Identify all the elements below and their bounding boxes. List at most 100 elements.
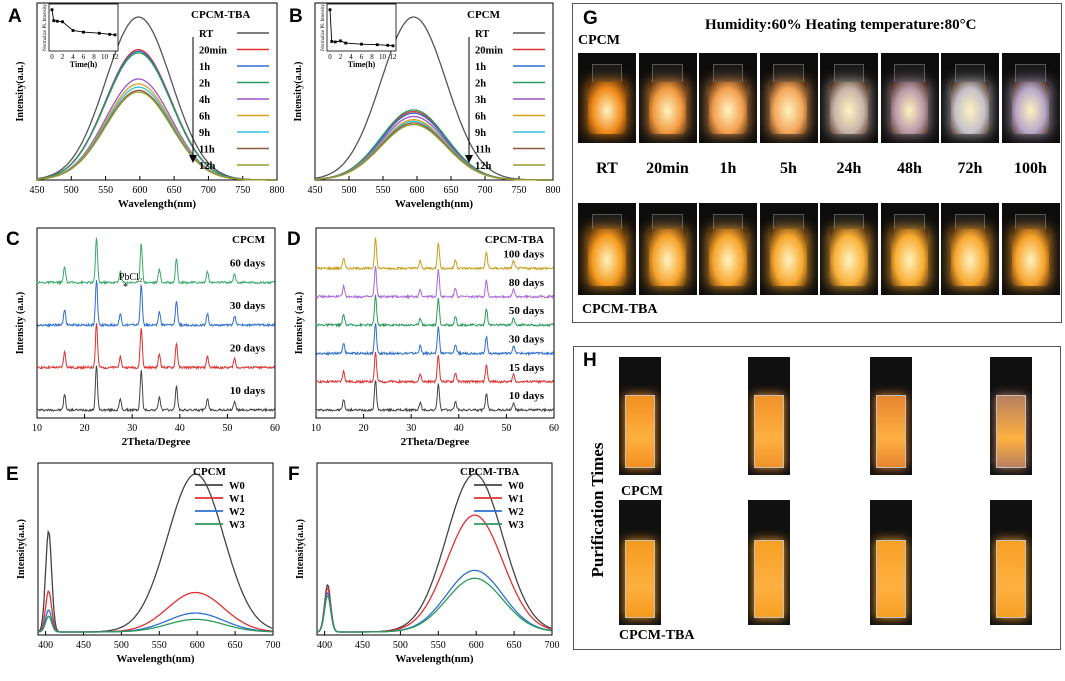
vial-neck [894, 63, 925, 84]
inset-tick-label: 4 [349, 53, 353, 61]
x-tick-label: 600 [190, 640, 205, 651]
plot-frame [316, 462, 553, 636]
inset-point [386, 43, 390, 47]
legend-label: 9h [475, 128, 486, 139]
xrd-pattern [36, 280, 276, 328]
x-tick-label: 550 [98, 185, 113, 196]
time-label: 100h [1014, 160, 1047, 177]
cpcm-cuvette [990, 357, 1032, 475]
cuvette-liquid [753, 394, 785, 468]
x-tick-label: 450 [30, 185, 45, 196]
x-tick-label: 450 [308, 185, 323, 196]
vial-neck [591, 63, 623, 84]
inset-tick-label: 12 [390, 53, 398, 61]
cpcm-vial [699, 53, 757, 143]
vial-liquid [890, 81, 929, 134]
x-tick-label: 650 [444, 185, 459, 196]
x-tick-label: 20 [359, 423, 369, 434]
x-tick-label: 600 [132, 185, 147, 196]
cpcm-tba-vial [578, 203, 636, 295]
xrd-pattern [315, 266, 555, 300]
cpcm-tba-cuvette [619, 500, 661, 625]
inset-point [113, 33, 117, 37]
x-tick-label: 60 [270, 423, 280, 434]
cpcm-cuvette [748, 357, 790, 475]
panel-d-chart: 10 20 30 40 50 60 2Theta/Degree Intensity (a.u.… [287, 227, 559, 448]
inset-tick-label: 2 [339, 53, 343, 61]
x-tick-label: 650 [507, 640, 522, 651]
legend-label: W2 [229, 507, 245, 518]
x-tick-label: 750 [235, 185, 250, 196]
x-tick-label: 50 [501, 423, 511, 434]
time-label: 48h [897, 160, 922, 177]
panel-g-top-label: CPCM [578, 33, 620, 48]
legend-label: 2h [199, 79, 210, 90]
pattern-label: 100 days [503, 249, 544, 261]
time-label: 5h [780, 160, 797, 177]
time-label: 20min [646, 160, 689, 177]
legend-label: 2h [475, 79, 486, 90]
x-tick-label: 450 [76, 640, 91, 651]
y-axis-label: Intensity(a.u.) [15, 61, 26, 121]
legend-title: CPCM [193, 466, 227, 478]
pattern-label: 15 days [509, 362, 545, 374]
inset-point [391, 44, 395, 48]
x-tick-label: 400 [38, 640, 53, 651]
legend-label: W0 [508, 481, 524, 492]
pattern-label: 10 days [230, 385, 266, 397]
y-axis-label: Intensity (a.u.) [294, 292, 305, 355]
x-tick-label: 60 [549, 423, 559, 434]
vial-neck [833, 63, 865, 84]
x-tick-label: 30 [127, 423, 137, 434]
cpcm-vial [578, 53, 636, 143]
legend-label: 11h [199, 145, 215, 156]
inset-point [50, 8, 54, 12]
legend-label: 4h [199, 95, 210, 106]
vial-liquid [1011, 81, 1050, 134]
legend-label: 1h [475, 62, 486, 73]
panel-g-letter: G [583, 8, 598, 29]
vial-liquid [709, 81, 747, 134]
xrd-pattern [315, 351, 555, 385]
inset-point [344, 41, 348, 45]
panel-title: CPCM-TBA [485, 234, 544, 246]
panel-f-chart: 400 450 500 550 600 650 700 Wavelength(nm) Inten… [288, 462, 560, 665]
purification-times-label: Purification Times [588, 442, 607, 578]
cuvette-liquid [753, 540, 785, 618]
x-tick-label: 40 [175, 423, 185, 434]
vial-liquid [769, 81, 808, 134]
pbcl2-marker: * [123, 282, 128, 293]
legend-label: 20min [199, 46, 227, 57]
vial-liquid [769, 228, 808, 286]
x-tick-label: 600 [410, 185, 425, 196]
panel-h-bottom-label: CPCM-TBA [619, 628, 695, 643]
y-axis-label: Intensity(a.u.) [295, 519, 306, 579]
time-label: 72h [957, 160, 983, 177]
panel-e-chart: 400 450 500 550 600 650 700 Wavelength(nm) Inten… [6, 462, 281, 665]
inset-point [52, 19, 56, 23]
x-axis-label: 2Theta/Degree [122, 436, 191, 448]
x-tick-label: 500 [342, 185, 357, 196]
x-tick-label: 550 [376, 185, 391, 196]
inset-point [328, 8, 332, 12]
panel-letter: E [6, 464, 19, 485]
legend-label: RT [199, 29, 213, 40]
x-tick-label: 550 [431, 640, 446, 651]
spectrum-line [316, 577, 552, 633]
spectrum-line [36, 91, 276, 181]
panel-letter: B [289, 6, 303, 27]
cpcm-tba-cuvette [870, 500, 912, 625]
legend-label: 3h [475, 95, 486, 106]
cpcm-tba-vial [941, 203, 999, 295]
spectrum-line [37, 609, 273, 633]
panel-a-chart: 450 500 550 600 650 700 750 800 Wavelength(nm) In… [8, 2, 285, 210]
x-tick-label: 700 [266, 640, 281, 651]
vial-liquid [588, 228, 626, 286]
spectrum-line [37, 615, 273, 633]
x-tick-label: 50 [222, 423, 232, 434]
vial-liquid [709, 228, 747, 286]
cuvette-liquid [995, 394, 1027, 468]
cpcm-vial [759, 53, 818, 143]
x-axis-label: 2Theta/Degree [401, 436, 470, 448]
